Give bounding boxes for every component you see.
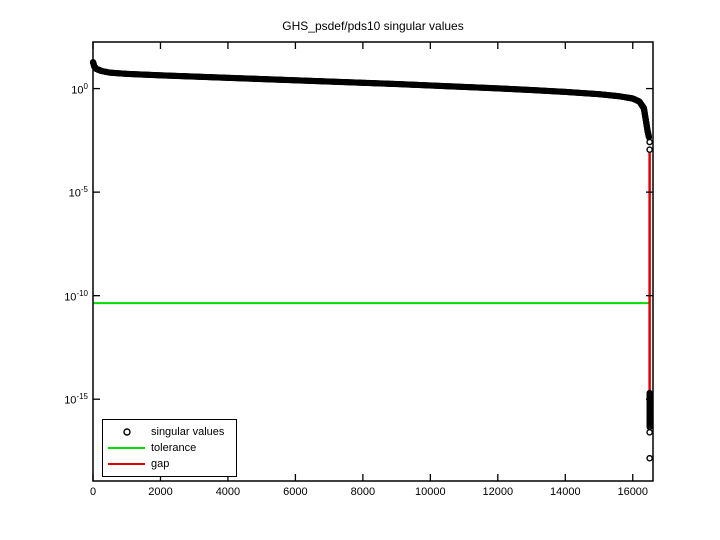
legend-item-tolerance: tolerance [103, 440, 236, 456]
legend[interactable]: singular values tolerance gap [102, 419, 237, 477]
legend-label-tolerance: tolerance [151, 442, 197, 454]
singular-values-marker-swatch [123, 428, 131, 436]
chart-title: GHS_psdef/pds10 singular values [282, 19, 464, 33]
x-tick-label: 14000 [549, 486, 581, 498]
gap-line-swatch [108, 463, 145, 465]
x-tick-label: 2000 [148, 486, 173, 498]
legend-label-gap: gap [151, 458, 170, 470]
y-tick-label: 10-5 [68, 185, 88, 200]
tolerance-line-swatch [108, 447, 145, 449]
legend-item-gap: gap [103, 456, 236, 472]
legend-item-singular-values: singular values [103, 424, 236, 440]
x-tick-label: 8000 [350, 486, 376, 498]
x-tick-label: 0 [89, 486, 97, 498]
x-tick-label: 6000 [283, 486, 308, 498]
x-tick-label: 12000 [482, 486, 514, 498]
y-tick-label: 10-15 [64, 392, 88, 407]
x-tick-label: 10000 [415, 486, 446, 498]
x-tick-label: 4000 [215, 486, 241, 498]
y-tick-label: 100 [71, 81, 88, 97]
legend-label-singular-values: singular values [151, 426, 225, 438]
x-tick-label: 16000 [617, 486, 649, 498]
y-tick-label: 10-10 [64, 288, 88, 304]
